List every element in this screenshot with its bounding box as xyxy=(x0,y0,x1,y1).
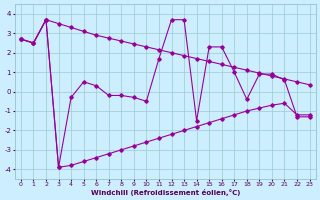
X-axis label: Windchill (Refroidissement éolien,°C): Windchill (Refroidissement éolien,°C) xyxy=(91,189,240,196)
